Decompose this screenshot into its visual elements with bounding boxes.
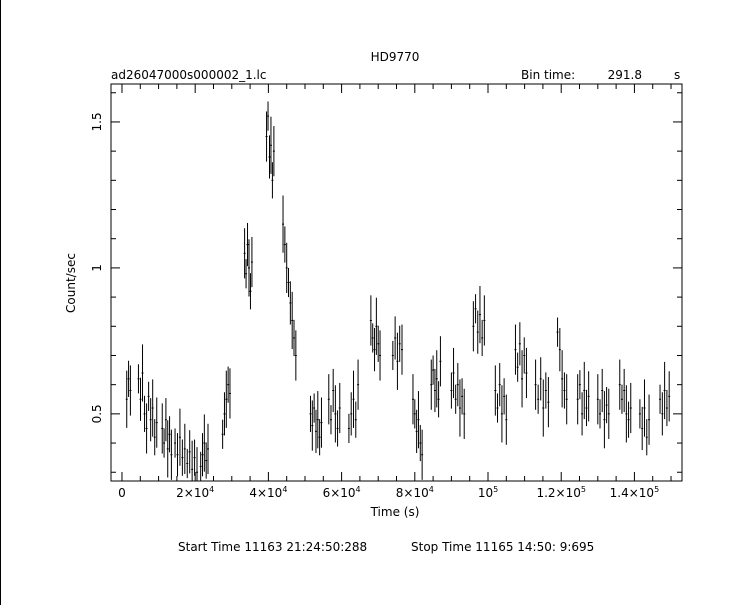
bin-time-label: Bin time: xyxy=(521,68,575,82)
start-time-value: 11163 21:24:50:288 xyxy=(244,540,368,554)
start-time: Start Time 11163 21:24:50:288 xyxy=(178,540,367,554)
x-tick-label: 1.4×105 xyxy=(610,485,660,500)
x-tick-exponent: 5 xyxy=(581,485,586,494)
bin-time-unit: s xyxy=(674,68,680,82)
axis-ticks: 0 2×104 4×104 6×104 8×104 105 1.2×105 1.4×105 0.… xyxy=(90,84,682,500)
x-axis-label: Time (s) xyxy=(370,505,420,519)
x-tick-exponent: 5 xyxy=(493,485,498,494)
light-curve-series xyxy=(125,101,671,481)
x-tick-exponent: 4 xyxy=(429,485,434,494)
x-tick-label: 4×104 xyxy=(249,485,287,500)
y-tick-label: 1.5 xyxy=(90,112,104,131)
start-time-label: Start Time xyxy=(178,540,241,554)
bin-time-value: 291.8 xyxy=(608,68,642,82)
x-tick-label: 6×104 xyxy=(323,485,361,500)
x-tick-label: 0 xyxy=(118,486,126,500)
stop-time: Stop Time 11165 14:50: 9:695 xyxy=(411,540,594,554)
plot-frame xyxy=(110,83,683,482)
x-tick-exponent: 4 xyxy=(209,485,214,494)
file-name: ad26047000s000002_1.lc xyxy=(111,68,267,82)
x-tick-exponent: 4 xyxy=(282,485,287,494)
y-tick-label: 1 xyxy=(90,264,104,272)
stop-time-label: Stop Time xyxy=(411,540,472,554)
x-tick-label: 1.2×105 xyxy=(536,485,586,500)
y-tick-label: 0.5 xyxy=(90,404,104,423)
x-tick-label: 2×104 xyxy=(176,485,214,500)
x-tick-label: 105 xyxy=(478,485,498,500)
stop-time-value: 11165 14:50: 9:695 xyxy=(475,540,595,554)
chart-title: HD9770 xyxy=(371,50,420,64)
x-tick-exponent: 4 xyxy=(356,485,361,494)
y-axis-label: Count/sec xyxy=(64,253,78,313)
x-tick-label: 8×104 xyxy=(396,485,434,500)
x-tick-exponent: 5 xyxy=(654,485,659,494)
